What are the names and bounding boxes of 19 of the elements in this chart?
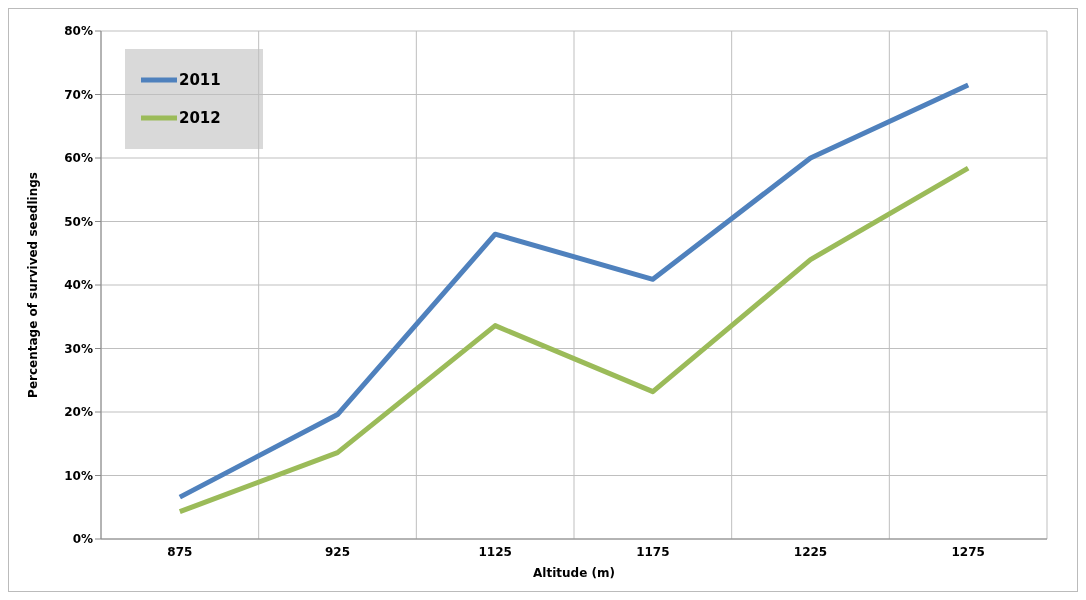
legend-label: 2011 [179,71,221,89]
y-tick-label: 0% [72,532,93,547]
x-tick-label: 1275 [951,544,985,559]
y-tick-label: 70% [64,87,93,102]
y-axis-title: Percentage of survived seedlings [26,172,41,398]
y-tick-label: 80% [64,24,93,39]
x-tick-label: 1225 [793,544,828,559]
y-tick-label: 60% [64,151,93,166]
y-tick-label: 40% [64,278,93,293]
x-tick-label: 1125 [478,544,512,559]
y-tick-label: 30% [64,341,93,356]
x-tick-label: 875 [167,544,193,559]
x-tick-label: 925 [324,544,351,559]
y-tick-label: 50% [64,214,93,229]
x-tick-label: 1175 [636,544,670,559]
x-axis-title: Altitude (m) [533,566,615,580]
y-tick-label: 20% [64,405,93,420]
legend-label: 2012 [179,109,221,127]
y-tick-label: 10% [64,468,93,483]
